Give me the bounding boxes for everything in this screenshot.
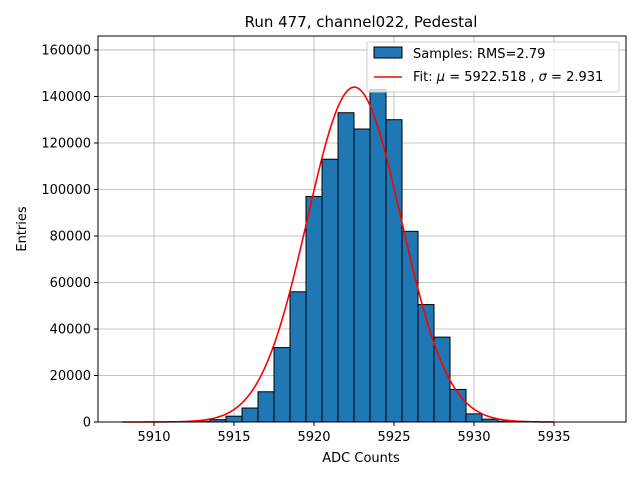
histogram-bar [225,415,243,423]
y-tick-label: 0 [83,416,91,431]
y-tick-label: 100000 [41,183,91,198]
histogram-bar [257,391,275,423]
x-tick-label: 5910 [137,430,170,445]
fit-curve [122,86,554,423]
fit-label-prefix: Fit: [413,70,437,85]
y-tick-label: 40000 [50,322,91,337]
histogram-bar [337,112,355,423]
histogram-bar [449,388,467,423]
y-tick-label: 60000 [50,276,91,291]
fit-sigma-symbol: σ [539,70,548,85]
x-tick-label: 5920 [297,430,330,445]
histogram-bar [241,407,259,423]
histogram-bar [417,304,435,423]
histogram-bar [289,291,307,423]
x-tick-label: 5915 [217,430,250,445]
y-axis-label: Entries [15,206,30,252]
y-tick-label: 120000 [41,136,91,151]
histogram-bar [321,158,339,423]
legend-box [366,41,620,93]
legend-swatch-histogram [373,46,403,59]
x-tick-label: 5925 [377,430,410,445]
x-tick-label: 5935 [537,430,570,445]
fit-separator: , [530,70,538,85]
legend-label-fit: Fit: μ = 5922.518 , σ = 2.931 [413,70,603,85]
histogram-bar [273,347,291,423]
x-axis-label: ADC Counts [322,451,400,466]
y-tick-label: 80000 [50,229,91,244]
x-axis-ticks: 5910 5915 5920 5925 5930 5935 [137,422,571,445]
legend-label-histogram: Samples: RMS=2.79 [413,47,545,62]
x-tick-label: 5930 [457,430,490,445]
fit-mu-value: 5922.518 [464,70,526,85]
y-tick-label: 160000 [41,43,91,58]
fit-mu-equals: = [449,70,464,85]
histogram-bar [353,128,371,423]
plot-frame [97,35,627,423]
fit-mu-symbol: μ [436,70,445,85]
fit-curve-layer [122,86,554,423]
y-tick-label: 20000 [50,369,91,384]
legend: Samples: RMS=2.79 Fit: μ = 5922.518 , σ … [366,41,620,93]
fit-sigma-equals: = [551,70,566,85]
histogram-bar [465,413,483,423]
histogram-bar [305,195,323,423]
fit-sigma-value: 2.931 [566,70,603,85]
histogram-bar [369,88,387,423]
y-tick-label: 140000 [41,90,91,105]
y-axis-ticks: 0 20000 40000 60000 80000 100000 120000 140000 1… [41,43,98,431]
chart-title: Run 477, channel022, Pedestal [245,13,478,31]
